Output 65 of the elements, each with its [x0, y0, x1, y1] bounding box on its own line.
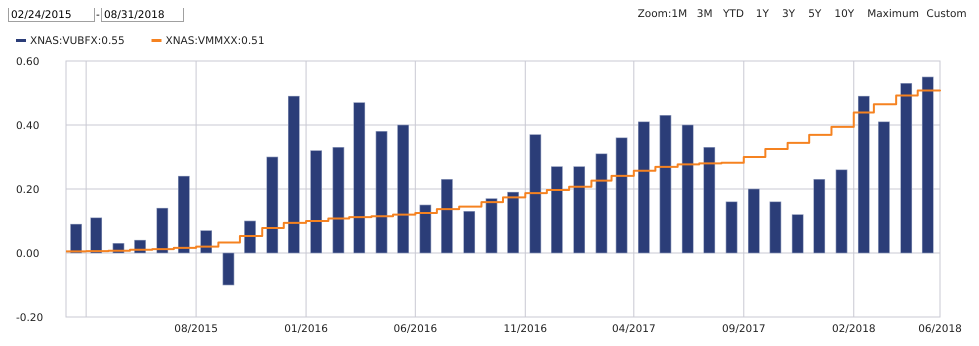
bar — [858, 96, 870, 254]
bar — [530, 134, 542, 254]
text: Zoom:1M — [638, 8, 688, 20]
x-tick-label: 06/2016 — [394, 323, 438, 335]
bar — [70, 224, 82, 254]
x-tick-label: 04/2017 — [612, 323, 656, 335]
y-tick-label: -0.20 — [16, 312, 44, 324]
bar — [813, 179, 826, 254]
bar — [596, 154, 608, 254]
bar — [486, 198, 498, 254]
bar — [200, 230, 212, 254]
bar — [878, 122, 890, 254]
bar — [792, 214, 804, 254]
text: - — [96, 9, 100, 21]
text: 08/31/2018 — [104, 9, 165, 21]
text: YTD — [722, 8, 744, 20]
bar — [660, 115, 672, 254]
text: 10Y — [834, 8, 855, 20]
text: 1Y — [756, 8, 770, 20]
bar — [507, 192, 519, 254]
bar — [748, 188, 760, 254]
bar — [682, 124, 694, 254]
bar — [573, 166, 586, 254]
bar — [332, 147, 344, 254]
x-tick-label: 06/2018 — [918, 323, 962, 335]
bar — [638, 122, 650, 254]
legend-label: XNAS:VUBFX:0.55 — [30, 35, 125, 47]
bar — [420, 204, 432, 254]
bar — [770, 202, 782, 254]
y-tick-label: 0.60 — [16, 56, 40, 68]
bar — [726, 202, 738, 254]
text: Custom — [926, 8, 967, 20]
bar — [376, 131, 388, 254]
text: 3Y — [782, 8, 796, 20]
y-tick-label: 0.40 — [16, 120, 40, 132]
bar — [397, 124, 409, 254]
y-tick-label: 0.00 — [16, 248, 40, 260]
text: 02/24/2015 — [11, 9, 72, 21]
bar — [244, 220, 256, 254]
x-tick-label: 08/2015 — [174, 323, 218, 335]
x-tick-label: 02/2018 — [832, 323, 876, 335]
text: 3M — [696, 8, 713, 20]
bar — [703, 147, 716, 254]
bar — [266, 156, 278, 254]
x-tick-label: 01/2016 — [284, 323, 328, 335]
bar — [836, 170, 848, 254]
bar — [463, 211, 476, 254]
bar — [222, 252, 234, 286]
x-tick-label: 11/2016 — [503, 323, 548, 335]
x-tick-label: 09/2017 — [722, 323, 766, 335]
bar — [353, 102, 366, 254]
legend-label: XNAS:VMMXX:0.51 — [166, 35, 265, 47]
bar — [922, 76, 934, 254]
bar — [156, 208, 168, 254]
bar — [90, 218, 102, 254]
bar — [178, 176, 190, 254]
bar — [551, 166, 563, 254]
text: Maximum — [867, 8, 919, 20]
bar — [310, 150, 322, 254]
bar — [441, 179, 453, 254]
bar — [900, 83, 912, 254]
text: 5Y — [808, 8, 822, 20]
bar — [616, 138, 628, 254]
y-tick-label: 0.20 — [16, 184, 40, 196]
bar — [288, 96, 300, 254]
